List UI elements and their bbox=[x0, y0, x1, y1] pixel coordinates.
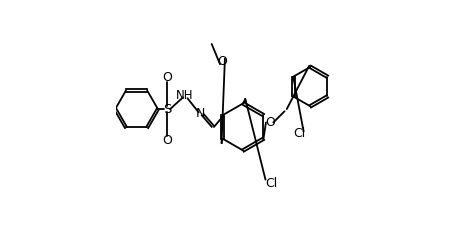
Text: S: S bbox=[163, 103, 171, 116]
Text: O: O bbox=[162, 71, 172, 84]
Text: N: N bbox=[196, 107, 205, 120]
Text: Cl: Cl bbox=[293, 127, 305, 140]
Text: O: O bbox=[162, 134, 172, 147]
Text: Cl: Cl bbox=[265, 177, 277, 190]
Text: NH: NH bbox=[176, 89, 193, 102]
Text: O: O bbox=[217, 55, 227, 68]
Text: O: O bbox=[265, 116, 275, 129]
